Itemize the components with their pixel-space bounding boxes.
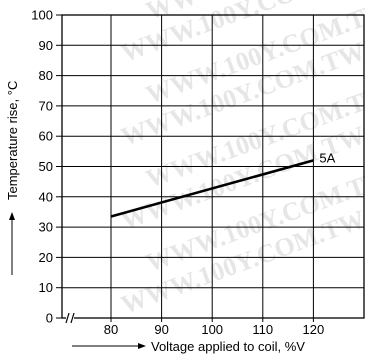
y-axis-label: Temperature rise, °C [5, 81, 20, 200]
x-tick-labels: 80 90 100 110 120 [104, 318, 324, 337]
y-tick-label: 0 [46, 311, 53, 326]
y-tick-label: 30 [39, 220, 53, 235]
x-tick-label: 100 [201, 322, 223, 337]
x-tick-label: 110 [252, 322, 273, 337]
x-tick-label: 80 [104, 322, 118, 337]
y-tick-label: 20 [39, 250, 53, 265]
y-tick-label: 80 [39, 68, 53, 83]
y-axis-arrowhead [9, 212, 15, 220]
series-label: 5A [319, 150, 335, 165]
x-tick-label: 120 [303, 322, 325, 337]
y-tick-label: 10 [39, 280, 53, 295]
y-tick-label: 50 [39, 159, 53, 174]
x-axis-label: Voltage applied to coil, %V [151, 339, 305, 354]
axis-break-gap [66, 314, 74, 322]
x-axis-arrowhead [138, 343, 146, 349]
y-tick-labels: 0 10 20 30 40 50 60 70 80 90 100 [31, 8, 53, 326]
axis-break-slash [65, 312, 70, 324]
series-layer: 5A [110, 150, 336, 218]
y-tick-label: 40 [39, 189, 53, 204]
y-tick-label: 100 [31, 8, 53, 23]
y-tick-label: 90 [39, 38, 53, 53]
grid-lines [56, 14, 364, 319]
x-tick-label: 90 [154, 322, 168, 337]
series-line-5A [110, 159, 314, 218]
y-tick-label: 60 [39, 129, 53, 144]
x-axis-break-marker [65, 312, 75, 324]
axis-break-slash [70, 312, 75, 324]
plot-frame [61, 14, 365, 319]
y-tick-label: 70 [39, 98, 53, 113]
